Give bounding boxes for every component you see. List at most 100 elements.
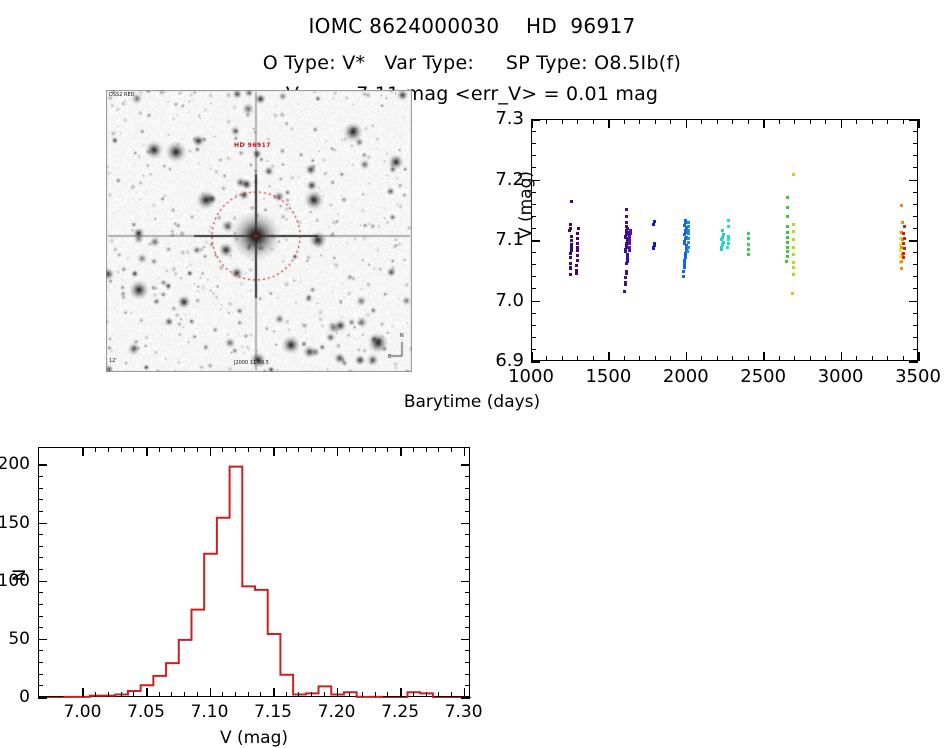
light-curve-point [791,291,795,295]
light-curve-point [626,231,630,235]
light-curve-point [681,274,685,278]
light-curve-point [683,258,687,262]
histogram-outline [39,465,471,698]
light-curve-point [684,226,688,230]
light-curve-point [683,261,687,265]
light-curve-point [682,269,686,273]
light-curve-point [569,222,573,226]
histogram-bars [39,465,471,698]
light-curve-x-tick: 2000 [662,366,709,387]
sky-north-indicator: N [400,333,404,339]
light-curve-point [569,242,573,246]
light-curve-point [902,237,906,241]
light-curve-point [624,247,628,251]
light-curve-point [900,221,904,225]
light-curve-point [902,232,906,236]
light-curve-point [721,240,725,244]
sky-image-canvas [106,90,412,372]
light-curve-point [898,243,902,247]
light-curve-point [792,266,796,270]
light-curve-point [575,254,579,258]
light-curve-point [900,245,904,249]
light-curve-point [576,227,580,231]
histogram-x-tick: 7.00 [63,702,102,722]
light-curve-point [684,246,688,250]
light-curve-point [628,232,632,236]
light-curve-point [628,241,632,245]
light-curve-point [898,255,902,259]
light-curve-point [623,283,627,287]
light-curve-point [785,260,789,264]
light-curve-x-tick: 3500 [895,366,941,387]
sky-star-name-label: HD 96917 [234,142,271,149]
light-curve-point [785,224,789,228]
light-curve-point [624,224,628,228]
light-curve-plot[interactable] [531,119,918,361]
light-curve-point [792,245,796,249]
light-curve-point [576,232,580,236]
light-curve-point [899,249,903,253]
light-curve-point [575,249,579,253]
light-curve-point [746,237,750,241]
light-curve-point [575,272,579,276]
light-curve-y-tick: 7.2 [495,168,524,190]
histogram-x-tick: 7.10 [190,702,229,722]
light-curve-point [686,221,690,225]
light-curve-point [684,249,688,253]
histogram-y-tick: 0 [19,687,30,707]
light-curve-point [568,227,572,231]
light-curve-point [900,204,904,208]
light-curve-point [575,258,579,262]
light-curve-point [899,237,903,241]
light-curve-point [900,238,904,242]
histogram-y-tick: 150 [0,512,30,533]
light-curve-point [726,245,730,249]
light-curve-x-tick: 2500 [740,366,787,387]
light-curve-point [569,238,573,242]
histogram-x-axis-title: V (mag) [219,728,289,748]
light-curve-point [569,262,573,266]
light-curve-point [683,231,687,235]
light-curve-point [652,244,656,248]
light-curve-point [687,237,691,241]
magnitude-histogram-plot[interactable] [38,447,471,698]
light-curve-point [686,245,690,249]
light-curve-point [625,221,629,225]
light-curve-point [624,250,628,254]
light-curve-point [785,240,789,244]
light-curve-point [683,256,687,260]
light-curve-point [746,252,750,256]
light-curve-points-area [532,120,917,360]
light-curve-point [686,240,690,244]
light-curve-point [569,248,573,252]
light-curve-y-tick: 6.9 [495,350,524,371]
light-curve-point [683,218,687,222]
histogram-x-tick: 7.20 [317,702,356,722]
light-curve-point [628,234,632,238]
light-curve-point [727,234,731,238]
light-curve-point [786,245,790,249]
light-curve-point [786,231,790,235]
light-curve-point [569,245,573,249]
light-curve-point [726,224,730,228]
light-curve-point [625,227,629,231]
sky-scale-label: 12' [109,358,117,364]
light-curve-point [746,247,750,251]
light-curve-point [684,221,688,225]
page-title: IOMC 8624000030 HD 96917 [308,14,636,38]
light-curve-point [576,237,580,241]
light-curve-point [720,238,724,242]
light-curve-point [624,215,628,219]
light-curve-point [726,241,730,245]
light-curve-point [792,261,796,265]
light-curve-point [625,262,629,266]
light-curve-point [576,245,579,249]
sky-coordinates-label: J2000 11 09.5 [234,360,269,366]
light-curve-point [624,245,628,249]
light-curve-point [747,243,751,247]
light-curve-point [623,280,627,284]
light-curve-point [628,237,632,241]
light-curve-x-tick: 3000 [817,366,864,387]
sky-finding-chart[interactable]: DSS2 RED HD 96917 12' J2000 11 09.5 N E [106,90,412,372]
